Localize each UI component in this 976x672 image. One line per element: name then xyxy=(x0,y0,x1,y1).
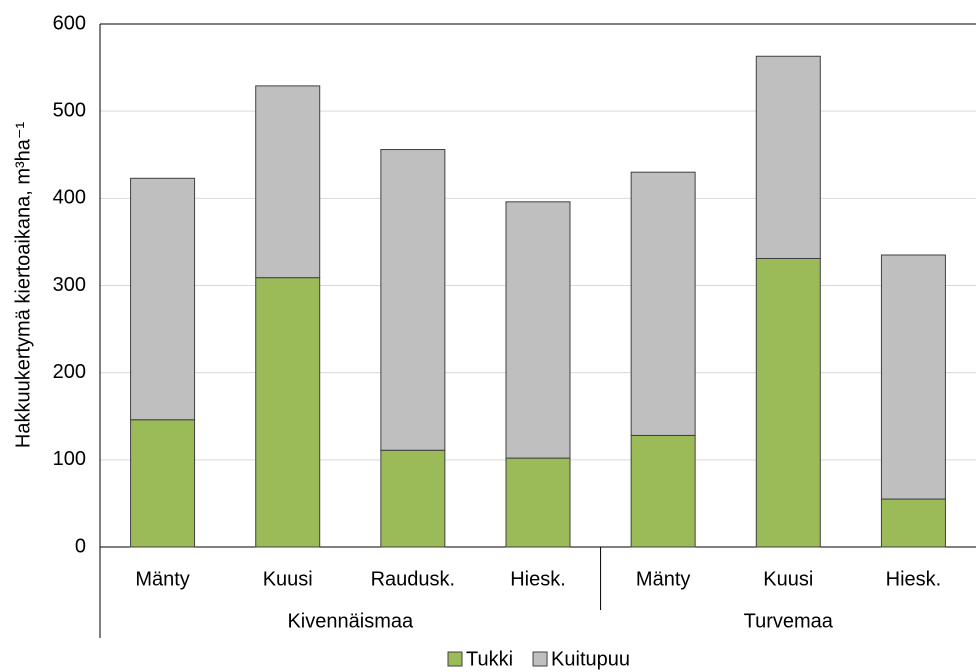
bar-segment xyxy=(255,277,321,548)
legend-swatch xyxy=(532,651,548,667)
bar-segment xyxy=(255,85,321,279)
x-tick-label: Hiesk. xyxy=(510,568,566,590)
x-tick-label: Kuusi xyxy=(263,568,313,590)
y-tick-label: 100 xyxy=(53,448,86,470)
bar-segment xyxy=(380,449,446,548)
bar-segment xyxy=(880,498,946,548)
bar-segment xyxy=(130,177,196,421)
y-tick-label: 600 xyxy=(53,12,86,34)
bar-segment xyxy=(755,257,821,548)
x-tick-label: Mänty xyxy=(135,568,189,590)
y-tick-label: 500 xyxy=(53,99,86,121)
y-axis-label: Hakkuukertymä kiertoaikana, m³ha⁻¹ xyxy=(12,122,34,449)
legend-label: Kuitupuu xyxy=(551,648,630,670)
bar-segment xyxy=(630,171,696,436)
bar-segment xyxy=(130,419,196,548)
x-tick-label: Raudusk. xyxy=(371,568,456,590)
y-tick-label: 300 xyxy=(53,274,86,296)
y-tick-label: 400 xyxy=(53,187,86,209)
x-tick-label: Kuusi xyxy=(763,568,813,590)
group-label: Kivennäismaa xyxy=(287,610,414,632)
bar-segment xyxy=(380,149,446,451)
legend-label: Tukki xyxy=(466,648,513,670)
y-tick-label: 0 xyxy=(75,535,86,557)
bar-segment xyxy=(880,254,946,500)
legend-swatch xyxy=(447,651,463,667)
group-label: Turvemaa xyxy=(744,610,834,632)
bar-segment xyxy=(505,457,571,548)
y-tick-label: 200 xyxy=(53,361,86,383)
bar-segment xyxy=(630,434,696,548)
x-tick-label: Hiesk. xyxy=(886,568,942,590)
x-tick-label: Mänty xyxy=(636,568,690,590)
bar-segment xyxy=(505,201,571,459)
bar-segment xyxy=(755,55,821,259)
